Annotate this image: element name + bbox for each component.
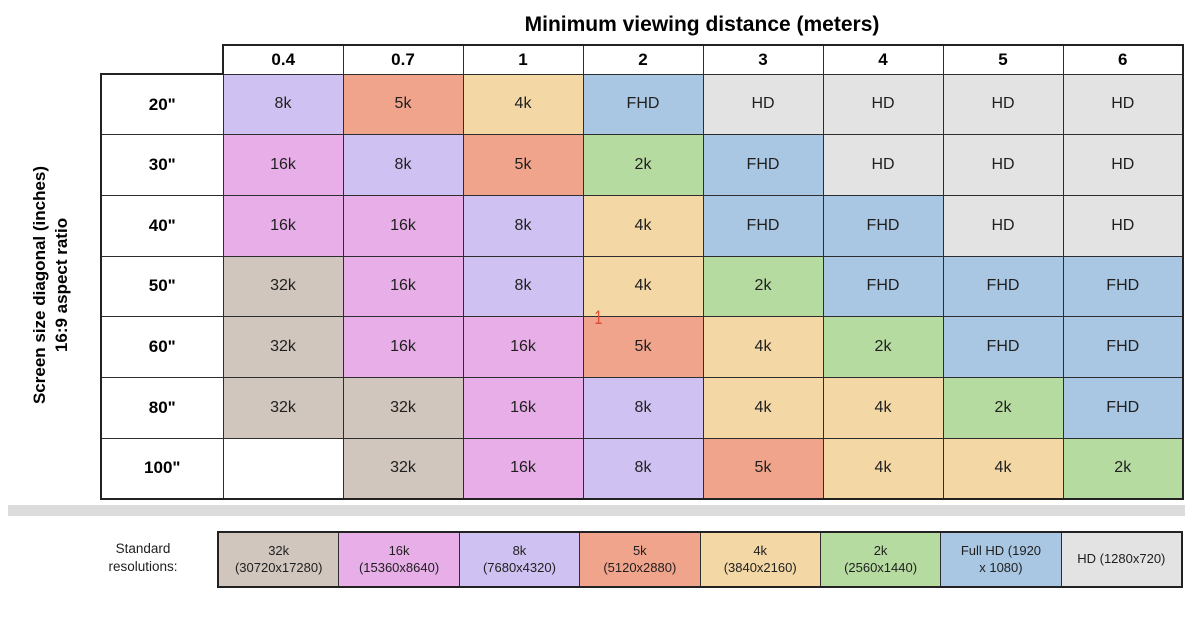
table-cell: 8k <box>582 376 704 439</box>
table-cell: 16k <box>342 255 464 318</box>
table-cell: 5k <box>702 437 824 500</box>
table-cell: FHD <box>1062 255 1184 318</box>
column-header: 3 <box>702 44 824 75</box>
matrix-header: 0.4 0.7 1 2 3 4 5 6 <box>101 44 1184 75</box>
legend-item: 2k (2560x1440) <box>819 533 941 586</box>
row-header: 50" <box>100 255 224 318</box>
table-cell: FHD <box>942 316 1064 378</box>
table-cell: FHD <box>822 255 944 318</box>
table-cell: FHD <box>702 194 824 257</box>
table-cell: 5k <box>342 73 464 136</box>
table-cell: FHD <box>1062 376 1184 439</box>
legend-item: 4k (3840x2160) <box>699 533 820 586</box>
row-header: 20" <box>100 73 224 136</box>
column-header: 5 <box>942 44 1064 75</box>
table-cell: 32k <box>222 316 344 378</box>
table-cell: 16k <box>342 316 464 378</box>
table-cell: HD <box>822 134 944 196</box>
table-cell: 32k <box>222 376 344 439</box>
column-header: 1 <box>462 44 584 75</box>
table-cell: 2k <box>582 134 704 196</box>
table-cell: 32k <box>222 255 344 318</box>
table-cell: 8k <box>222 73 344 136</box>
table-cell: 32k <box>342 437 464 500</box>
table-cell: FHD <box>1062 316 1184 378</box>
row-header: 40" <box>100 194 224 257</box>
table-cell: 32k <box>342 376 464 439</box>
legend-item: 32k (30720x17280) <box>219 533 339 586</box>
table-cell: 16k <box>462 316 584 378</box>
legend-table: 32k (30720x17280) 16k (15360x8640) 8k (768… <box>217 531 1183 588</box>
header-corner <box>101 45 223 74</box>
row-header: 30" <box>100 134 224 196</box>
table-cell: 8k <box>462 255 584 318</box>
table-cell: 8k <box>582 437 704 500</box>
table-cell: 16k <box>342 194 464 257</box>
row-header: 80" <box>100 376 224 439</box>
table-cell: 4k <box>942 437 1064 500</box>
stray-red-mark: 1 <box>594 308 603 329</box>
table-cell: 2k <box>702 255 824 318</box>
y-axis-label: Screen size diagonal (inches) 16:9 aspec… <box>29 55 75 515</box>
table-cell: 4k <box>822 376 944 439</box>
divider-bar <box>8 505 1185 516</box>
table-cell: FHD <box>822 194 944 257</box>
matrix-body: 20" 8k 5k 4k FHD HD HD HD HD 30" 16k 8k 5k 2k FHD HD HD H… <box>100 73 1184 500</box>
table-cell: 16k <box>222 134 344 196</box>
table-cell: 4k <box>702 376 824 439</box>
y-axis-label-line2: 16:9 aspect ratio <box>52 217 72 353</box>
legend-item: 16k (15360x8640) <box>338 533 459 586</box>
table-cell: FHD <box>702 134 824 196</box>
table-cell: 8k <box>462 194 584 257</box>
chart-title: Minimum viewing distance (meters) <box>524 13 880 36</box>
legend-item: 8k (7680x4320) <box>458 533 580 586</box>
table-cell: 2k <box>822 316 944 378</box>
legend-label: Standard resolutions: <box>108 541 178 575</box>
table-cell: 4k <box>822 437 944 500</box>
table-cell: HD <box>942 73 1064 136</box>
table-cell: HD <box>1062 134 1184 196</box>
table-cell: HD <box>1062 194 1184 257</box>
table-cell: 16k <box>222 194 344 257</box>
table-cell: 8k <box>342 134 464 196</box>
table-cell: 4k <box>702 316 824 378</box>
table-cell: FHD <box>582 73 704 136</box>
column-header: 0.7 <box>342 44 464 75</box>
viewing-distance-table: 0.4 0.7 1 2 3 4 5 6 20" 8k 5k 4k FHD HD HD HD HD 30" 16k 8… <box>100 44 1184 500</box>
column-header: 0.4 <box>222 44 344 75</box>
y-axis-label-line1: Screen size diagonal (inches) <box>30 165 49 405</box>
column-header: 2 <box>582 44 704 75</box>
legend-item: 5k (5120x2880) <box>579 533 700 586</box>
table-cell: HD <box>942 134 1064 196</box>
table-cell: 2k <box>1062 437 1184 500</box>
row-header: 60" <box>100 316 224 378</box>
table-cell: HD <box>822 73 944 136</box>
table-cell: 16k <box>462 437 584 500</box>
table-cell: 2k <box>942 376 1064 439</box>
table-cell: HD <box>942 194 1064 257</box>
legend-item: Full HD (1920 x 1080) <box>940 533 1061 586</box>
table-cell: 5k <box>462 134 584 196</box>
table-cell: 4k <box>582 255 704 318</box>
table-cell: 4k <box>582 194 704 257</box>
matrix-wrap: 0.4 0.7 1 2 3 4 5 6 20" 8k 5k 4k FHD HD HD HD HD 30" 16k 8… <box>100 44 1184 500</box>
table-cell: FHD <box>942 255 1064 318</box>
table-cell: HD <box>1062 73 1184 136</box>
column-header: 4 <box>822 44 944 75</box>
table-cell: 4k <box>462 73 584 136</box>
table-cell: 16k <box>462 376 584 439</box>
row-header: 100" <box>100 437 224 500</box>
table-cell: HD <box>702 73 824 136</box>
table-cell <box>222 437 344 500</box>
legend-item: HD (1280x720) <box>1060 533 1181 586</box>
column-header: 6 <box>1062 44 1184 75</box>
